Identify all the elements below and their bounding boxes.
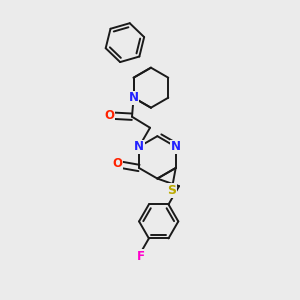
Text: S: S: [167, 184, 176, 197]
Text: F: F: [137, 250, 145, 263]
Text: O: O: [104, 109, 114, 122]
Text: O: O: [112, 157, 123, 170]
Text: N: N: [134, 140, 144, 153]
Text: N: N: [171, 140, 181, 153]
Text: N: N: [129, 91, 139, 104]
